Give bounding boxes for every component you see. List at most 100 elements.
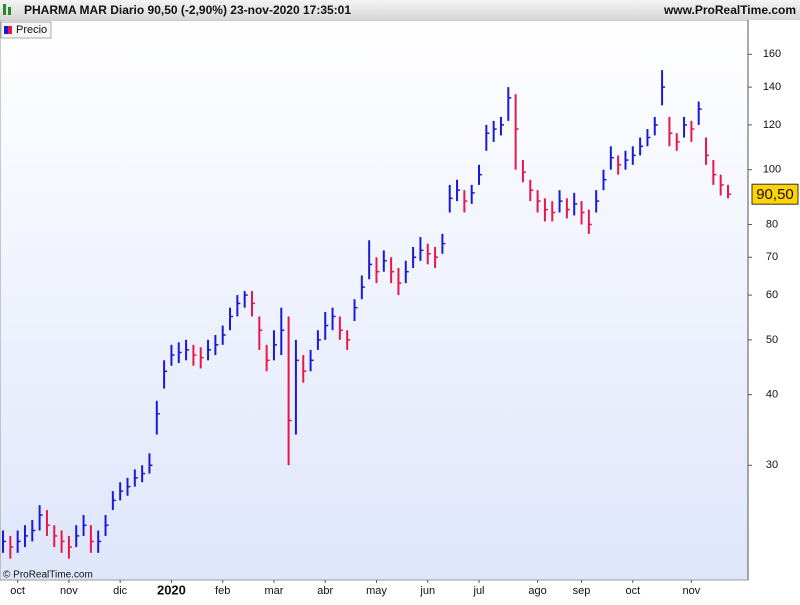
price-bar xyxy=(536,190,541,213)
y-tick-label: 40 xyxy=(766,389,778,401)
site-name: www.ProRealTime.com xyxy=(663,3,796,17)
price-bar xyxy=(2,530,6,553)
legend-label: Precio xyxy=(16,24,47,36)
price-bar xyxy=(448,184,453,213)
x-tick-label: oct xyxy=(10,585,25,597)
price-bar xyxy=(463,190,468,213)
x-tick-label: nov xyxy=(683,585,701,597)
price-bar xyxy=(492,120,497,142)
price-bar xyxy=(207,339,212,361)
price-bar xyxy=(514,94,519,170)
price-bar xyxy=(316,330,321,350)
price-bar xyxy=(375,257,380,284)
price-bar xyxy=(499,116,504,136)
price-bar xyxy=(609,146,614,170)
price-bar xyxy=(668,116,673,147)
legend-swatch xyxy=(4,26,8,34)
price-bar xyxy=(97,530,102,553)
price-bar xyxy=(111,491,116,511)
price-bar xyxy=(60,530,65,553)
price-bar xyxy=(170,344,175,366)
price-bar xyxy=(294,339,299,435)
header-bar xyxy=(0,0,800,20)
price-bar xyxy=(229,307,234,331)
price-bar xyxy=(280,307,285,356)
price-bar xyxy=(353,299,358,321)
price-bar xyxy=(617,155,622,175)
price-bar xyxy=(434,246,439,269)
price-bar xyxy=(404,260,409,284)
x-tick-label: 2020 xyxy=(157,582,186,597)
price-bar xyxy=(360,275,365,300)
price-bar xyxy=(163,360,168,389)
chart-title: PHARMA MAR Diario 90,50 (-2,90%) 23-nov-… xyxy=(24,3,351,17)
price-bar xyxy=(31,520,36,542)
price-bar xyxy=(23,525,28,548)
legend-swatch xyxy=(8,26,12,34)
price-bar xyxy=(573,192,578,216)
price-bar xyxy=(9,535,14,559)
price-bar xyxy=(221,325,226,345)
price-bar xyxy=(258,316,263,350)
price-bar xyxy=(155,400,160,435)
logo-icon xyxy=(8,7,11,15)
price-bar xyxy=(250,291,255,317)
price-bar xyxy=(177,342,182,364)
price-bar xyxy=(119,482,124,501)
price-bar xyxy=(141,465,146,483)
x-tick-label: nov xyxy=(60,585,78,597)
x-tick-label: abr xyxy=(317,585,333,597)
price-bar xyxy=(661,70,666,106)
price-bar xyxy=(45,510,50,536)
price-bar xyxy=(199,347,204,369)
price-bar xyxy=(346,330,351,350)
price-bar xyxy=(587,209,592,234)
price-bar xyxy=(192,344,197,366)
price-bar xyxy=(382,250,387,272)
price-bar xyxy=(148,453,153,474)
price-bar xyxy=(653,116,658,136)
footer: © ProRealTime.com xyxy=(3,570,93,581)
price-bar xyxy=(426,243,431,265)
y-tick-label: 50 xyxy=(766,334,778,346)
y-tick-label: 60 xyxy=(766,289,778,301)
price-bar xyxy=(324,312,329,340)
price-bar xyxy=(272,330,277,361)
logo-icon xyxy=(3,4,6,15)
price-bar xyxy=(551,201,556,222)
x-tick-label: jun xyxy=(419,585,435,597)
price-bar xyxy=(441,233,446,254)
price-bar xyxy=(302,355,307,383)
price-bar xyxy=(565,198,570,219)
x-tick-label: oct xyxy=(625,585,640,597)
plot-area xyxy=(0,19,749,581)
price-bar xyxy=(631,146,636,165)
price-bar xyxy=(529,179,534,202)
price-bar xyxy=(397,268,402,296)
price-bar xyxy=(470,184,475,204)
y-tick-label: 120 xyxy=(763,119,781,131)
price-bar xyxy=(390,257,395,284)
y-tick-label: 70 xyxy=(766,251,778,263)
price-bar xyxy=(675,133,680,151)
price-bar xyxy=(38,505,43,531)
price-bar xyxy=(697,101,702,125)
price-bar xyxy=(705,137,710,165)
y-tick-label: 160 xyxy=(763,48,781,60)
price-bar xyxy=(126,477,131,496)
price-bar xyxy=(309,349,314,372)
price-bar xyxy=(331,307,336,331)
price-bar xyxy=(412,246,417,269)
x-tick-label: jul xyxy=(473,585,485,597)
price-bar xyxy=(287,316,292,466)
price-bar xyxy=(243,291,248,308)
price-bar xyxy=(595,190,600,213)
price-bar xyxy=(543,198,548,222)
last-price-label: 90,50 xyxy=(756,186,794,203)
legend-box xyxy=(0,21,52,39)
price-bar xyxy=(683,116,688,138)
price-bar xyxy=(485,124,490,151)
price-bar xyxy=(456,179,461,202)
price-bar xyxy=(602,169,607,191)
